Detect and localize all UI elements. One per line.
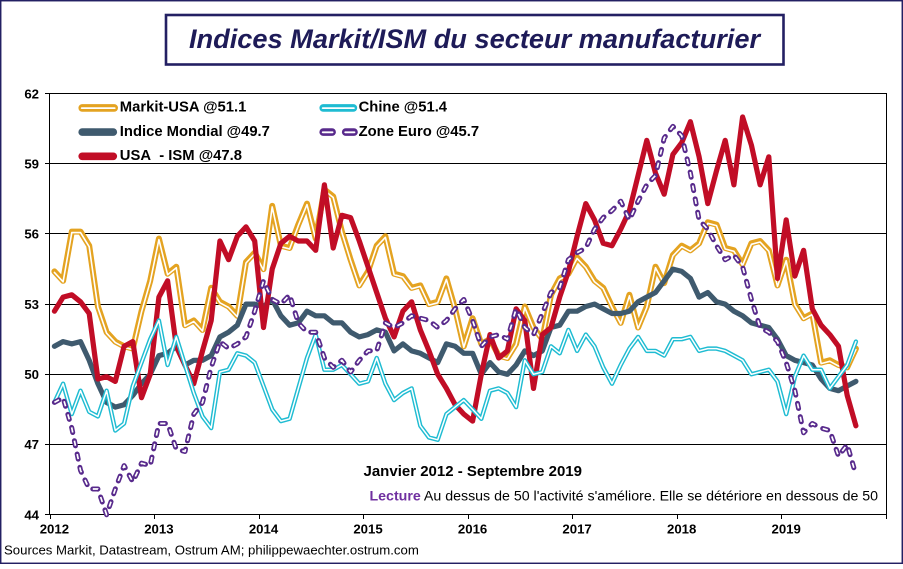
svg-text:62: 62: [24, 86, 39, 101]
svg-text:Indice Mondial @49.7: Indice Mondial @49.7: [120, 124, 270, 140]
svg-text:2016: 2016: [458, 522, 487, 537]
svg-text:USA - ISM @47.8: USA - ISM @47.8: [120, 148, 242, 164]
svg-text:Chine @51.4: Chine @51.4: [359, 100, 448, 116]
svg-text:2012: 2012: [40, 522, 69, 537]
svg-text:59: 59: [24, 157, 39, 172]
svg-text:2018: 2018: [667, 522, 696, 537]
svg-text:2013: 2013: [144, 522, 173, 537]
svg-text:Zone Euro @45.7: Zone Euro @45.7: [359, 124, 480, 140]
svg-text:44: 44: [24, 507, 39, 522]
svg-text:Janvier 2012 - Septembre 2019: Janvier 2012 - Septembre 2019: [364, 463, 582, 480]
svg-text:56: 56: [24, 227, 39, 242]
svg-text:50: 50: [24, 367, 39, 382]
svg-text:Indices Markit/ISM du secteur: Indices Markit/ISM du secteur manufactur…: [189, 23, 762, 54]
svg-text:2017: 2017: [562, 522, 591, 537]
svg-text:Sources Markit, Datastream, O: Sources Markit, Datastream, Ostrum AM; p…: [4, 543, 419, 558]
svg-text:Markit-USA @51.1: Markit-USA @51.1: [120, 100, 247, 116]
svg-text:47: 47: [24, 437, 39, 452]
svg-text:2014: 2014: [249, 522, 279, 537]
svg-text:2019: 2019: [772, 522, 801, 537]
svg-text:2015: 2015: [353, 522, 382, 537]
svg-text:Lecture Au dessus de 50 l'acti: Lecture Au dessus de 50 l'activité s'amé…: [370, 489, 879, 505]
svg-text:53: 53: [24, 297, 39, 312]
